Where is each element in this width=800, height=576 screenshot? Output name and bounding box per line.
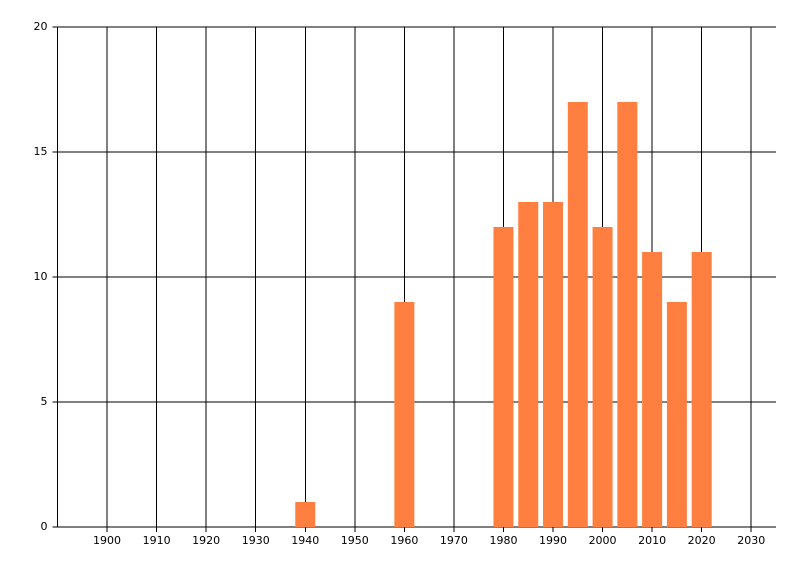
x-tick-label: 1980 — [489, 534, 517, 547]
x-tick-label: 1920 — [192, 534, 220, 547]
bar — [394, 302, 415, 527]
bar — [691, 252, 712, 527]
x-tick-label: 1900 — [93, 534, 121, 547]
y-tick-label: 0 — [41, 520, 48, 533]
x-tick-label: 1910 — [143, 534, 171, 547]
bar — [518, 202, 539, 527]
x-tick-label: 1960 — [390, 534, 418, 547]
x-tick-label: 1930 — [242, 534, 270, 547]
x-tick-label: 1950 — [341, 534, 369, 547]
x-tick-label: 2010 — [638, 534, 666, 547]
bar — [295, 502, 316, 527]
x-tick-label: 1970 — [440, 534, 468, 547]
x-tick-label: 2030 — [737, 534, 765, 547]
bar — [567, 102, 588, 527]
y-tick-label: 20 — [34, 20, 48, 33]
x-tick-label: 2020 — [688, 534, 716, 547]
bar — [543, 202, 564, 527]
x-tick-label: 2000 — [589, 534, 617, 547]
bar — [666, 302, 687, 527]
bar — [642, 252, 663, 527]
x-tick-label: 1990 — [539, 534, 567, 547]
y-tick-label: 10 — [34, 270, 48, 283]
x-tick-label: 1940 — [291, 534, 319, 547]
y-tick-label: 15 — [34, 145, 48, 158]
bar — [592, 227, 613, 527]
bar — [617, 102, 638, 527]
y-tick-label: 5 — [41, 395, 48, 408]
bar — [493, 227, 514, 527]
